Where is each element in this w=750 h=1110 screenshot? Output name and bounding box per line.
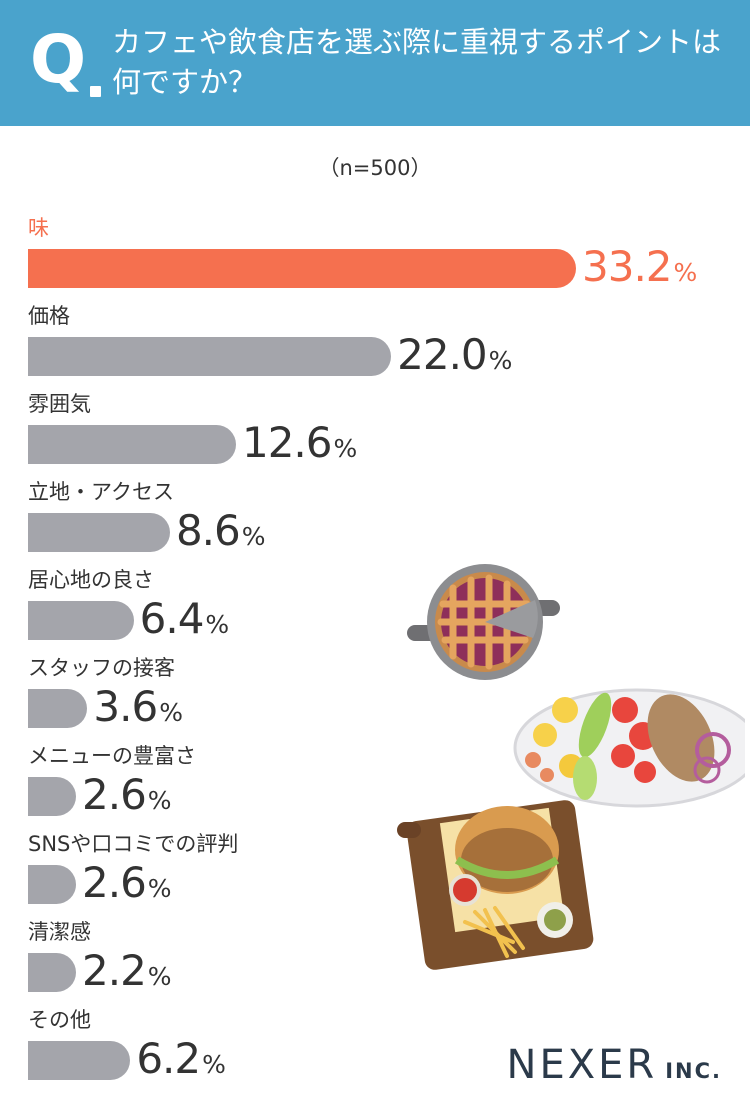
- bar: [28, 513, 170, 552]
- value-number: 33.2: [582, 242, 673, 291]
- value-number: 8.6: [175, 506, 241, 555]
- category-label: メニューの豊富さ: [28, 744, 196, 768]
- value-number: 3.6: [93, 682, 158, 731]
- question-text: カフェや飲食店を選ぶ際に重視するポイントは何ですか？: [112, 25, 722, 99]
- category-label: その他: [28, 1008, 91, 1032]
- burger-illustration: [397, 800, 594, 970]
- value-unit: %: [147, 874, 172, 903]
- category-label: 雰囲気: [28, 392, 91, 416]
- q-mark: Q: [30, 21, 86, 98]
- category-label: 清潔感: [28, 920, 91, 944]
- value-unit: %: [147, 786, 172, 815]
- value-number: 12.6: [241, 418, 333, 467]
- value-number: 2.2: [82, 946, 147, 995]
- bar: [28, 953, 76, 992]
- bar: [28, 337, 392, 376]
- pie-illustration: [407, 564, 560, 680]
- value-label: 2.2%: [82, 949, 172, 1002]
- value-unit: %: [202, 1050, 226, 1079]
- bar: [28, 1041, 131, 1080]
- category-label: 居心地の良さ: [28, 568, 154, 592]
- value-unit: %: [159, 698, 183, 727]
- category-label: 価格: [28, 304, 70, 328]
- bar: [28, 689, 88, 728]
- value-label: 6.2%: [136, 1037, 226, 1090]
- value-unit: %: [205, 610, 230, 639]
- sample-size: （n=500）: [318, 156, 432, 180]
- value-number: 6.4: [139, 594, 205, 643]
- bar: [28, 865, 76, 904]
- value-label: 33.2%: [582, 245, 697, 298]
- value-number: 22.0: [397, 330, 488, 379]
- value-unit: %: [673, 258, 698, 287]
- value-unit: %: [333, 434, 358, 463]
- value-number: 6.2: [136, 1034, 201, 1083]
- company-logo: NEXER INC.: [507, 1042, 722, 1088]
- category-label: 立地・アクセス: [28, 480, 174, 504]
- bar: [28, 249, 576, 288]
- value-label: 2.6%: [82, 773, 172, 826]
- value-label: 12.6%: [242, 421, 357, 474]
- category-label: 味: [28, 216, 49, 240]
- value-label: 2.6%: [82, 861, 172, 914]
- bar: [28, 777, 76, 816]
- category-label: SNSや口コミでの評判: [28, 832, 239, 856]
- question-header: Q カフェや飲食店を選ぶ際に重視するポイントは何ですか？: [0, 0, 750, 126]
- logo-sub: INC.: [665, 1059, 722, 1083]
- salad-illustration: [513, 688, 745, 808]
- logo-main: NEXER: [506, 1042, 658, 1088]
- bar: [28, 425, 236, 464]
- value-unit: %: [488, 346, 513, 375]
- bar: [28, 601, 134, 640]
- value-number: 2.6: [82, 770, 147, 819]
- value-label: 8.6%: [176, 509, 266, 562]
- food-illustrations: [397, 564, 745, 970]
- value-unit: %: [241, 522, 266, 551]
- value-label: 3.6%: [93, 685, 183, 738]
- value-label: 6.4%: [140, 597, 230, 650]
- category-label: スタッフの接客: [28, 656, 175, 680]
- value-number: 2.6: [82, 858, 147, 907]
- value-label: 22.0%: [397, 333, 512, 386]
- value-unit: %: [147, 962, 172, 991]
- q-dot: [90, 86, 101, 97]
